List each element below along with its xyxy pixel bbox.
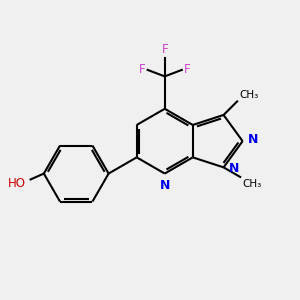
Text: N: N <box>229 162 239 175</box>
Text: F: F <box>139 63 146 76</box>
Text: F: F <box>184 63 190 76</box>
Text: CH₃: CH₃ <box>242 179 261 189</box>
Text: N: N <box>160 179 170 192</box>
Text: F: F <box>161 43 168 56</box>
Text: CH₃: CH₃ <box>239 90 258 100</box>
Text: HO: HO <box>8 177 26 190</box>
Text: N: N <box>248 133 258 146</box>
